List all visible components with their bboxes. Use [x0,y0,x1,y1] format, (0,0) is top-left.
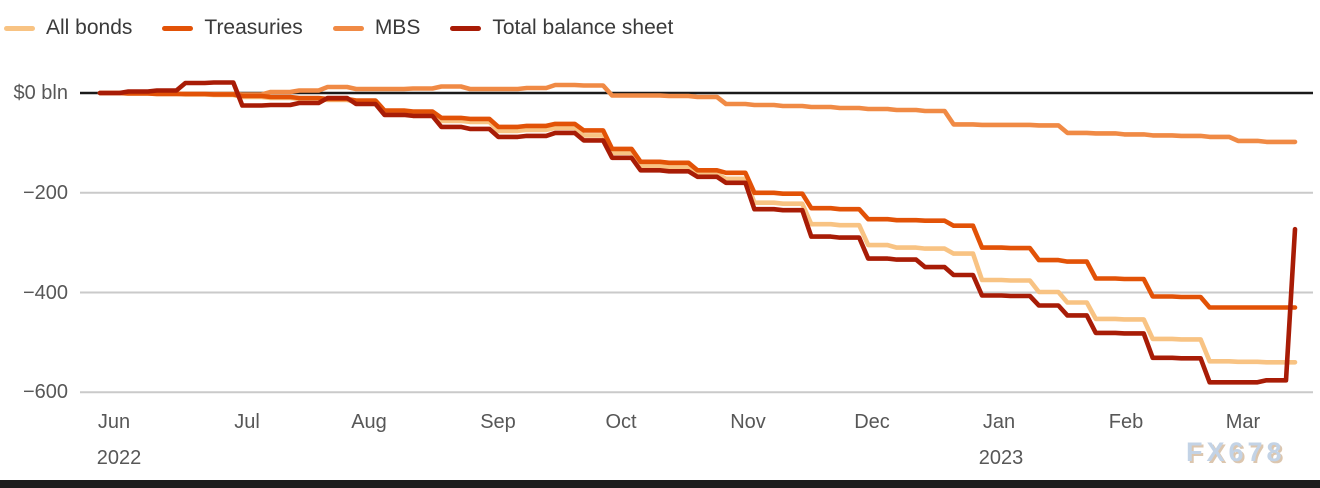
legend-swatch-icon [4,25,35,31]
legend-item-mbs: MBS [332,16,421,40]
legend-swatch-icon [332,25,364,31]
legend-swatch-icon [162,25,194,31]
y-axis-tick-label: −400 [22,281,68,304]
x-axis-tick-label: Sep [480,411,516,433]
legend-item-total-balance-sheet: Total balance sheet [450,16,673,40]
series-line-total-balance-sheet [97,80,1298,385]
x-axis-tick-label: Aug [351,411,387,433]
x-axis-tick-label: Jun [97,411,131,433]
x-axis-tick-label: Oct [605,411,637,433]
x-axis-tick-label: Jan [982,411,1016,433]
watermark: FX678 [1186,437,1286,467]
y-axis-tick-label: $0 bln [13,82,69,104]
x-axis-year-label: 2023 [978,447,1024,469]
legend-label: All bonds [46,16,133,39]
x-axis-tick-label: Dec [854,411,890,433]
legend-swatch-icon [450,25,482,31]
x-axis-year-label: 2022 [96,447,142,469]
bottom-bar [0,480,1320,488]
y-axis-tick-label: −200 [22,181,68,204]
x-axis-tick-label: Nov [730,411,766,433]
y-axis-tick-label: −600 [22,381,68,404]
legend-item-treasuries: Treasuries [162,16,303,40]
legend-item-all-bonds: All bonds [4,16,132,40]
x-axis-tick-label: Feb [1108,411,1144,433]
x-axis-tick-label: Mar [1225,411,1261,433]
series-line-mbs [97,82,1298,145]
x-axis-tick-label: Jul [234,411,260,433]
legend-label: Treasuries [204,16,303,39]
series-line-treasuries [97,90,1298,310]
legend-label: Total balance sheet [492,16,674,39]
legend: All bonds Treasuries MBS Total balance shee… [4,16,673,40]
legend-label: MBS [374,16,421,39]
